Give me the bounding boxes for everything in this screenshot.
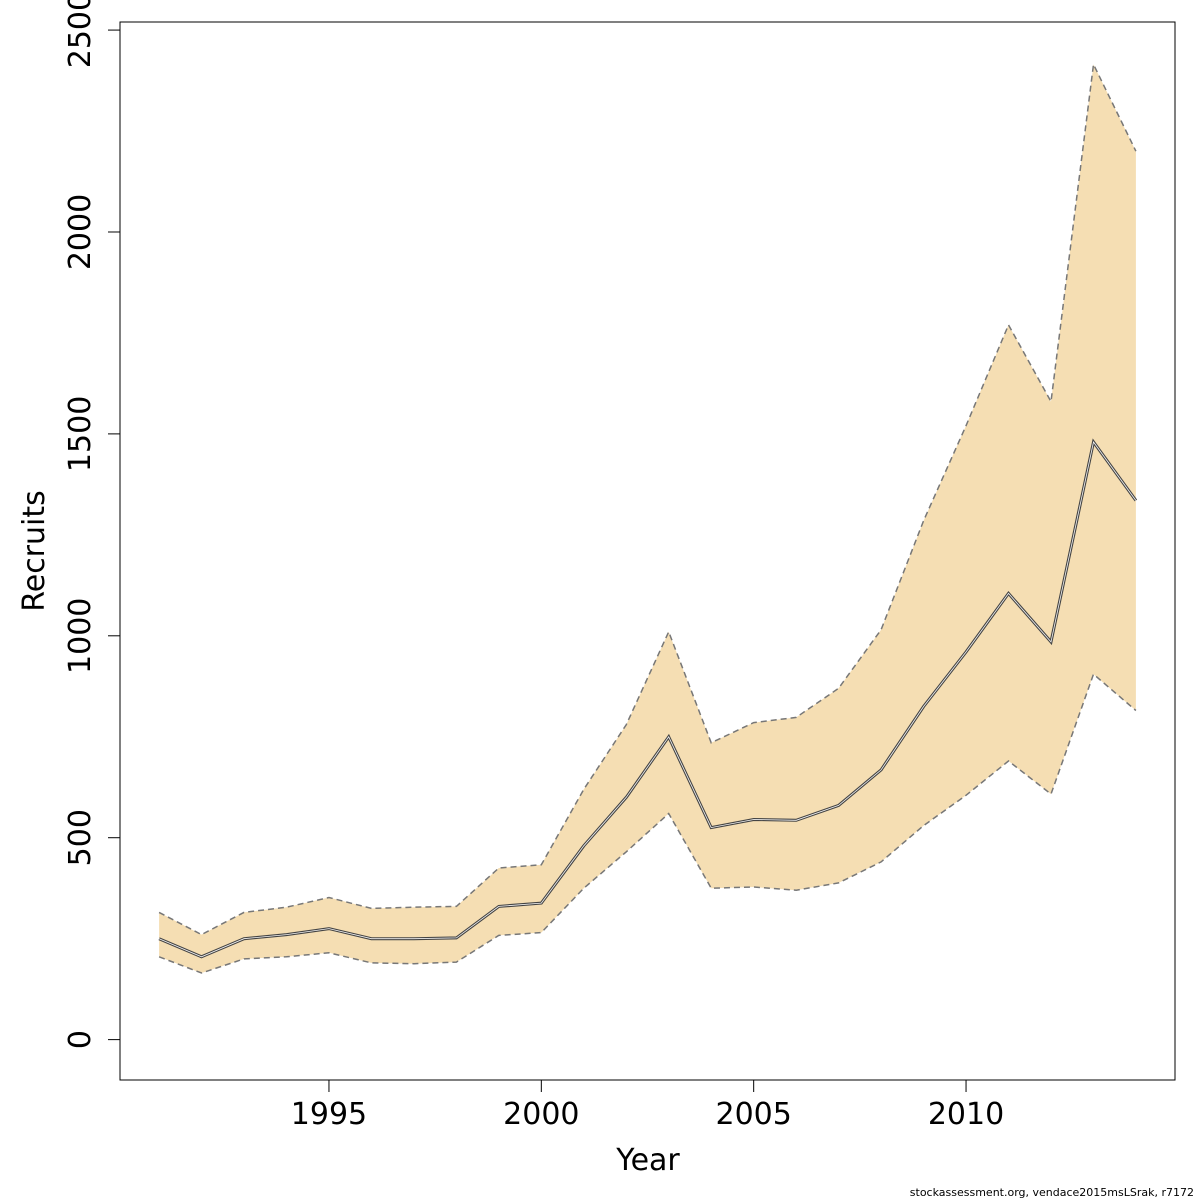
confidence-band bbox=[159, 64, 1136, 973]
x-axis-title: Year bbox=[615, 1143, 680, 1178]
y-tick-label: 2000 bbox=[63, 194, 98, 270]
lower-bound-line bbox=[158, 672, 1137, 974]
x-tick-label: 2000 bbox=[503, 1097, 579, 1132]
footer: stockassessment.org, vendace2015msLSrak,… bbox=[910, 1186, 1194, 1199]
y-tick-label: 500 bbox=[63, 809, 98, 866]
x-tick-label: 1995 bbox=[291, 1097, 367, 1132]
y-tick-label: 0 bbox=[63, 1030, 98, 1049]
upper-bound-line bbox=[158, 61, 1137, 936]
x-tick-label: 2005 bbox=[715, 1097, 791, 1132]
y-axis-title: Recruits bbox=[17, 490, 52, 612]
y-tick-label: 1000 bbox=[63, 598, 98, 674]
y-tick-label: 2500 bbox=[63, 0, 98, 68]
estimate-line-core bbox=[158, 441, 1137, 958]
x-tick-label: 2010 bbox=[928, 1097, 1004, 1132]
y-tick-label: 1500 bbox=[63, 396, 98, 472]
